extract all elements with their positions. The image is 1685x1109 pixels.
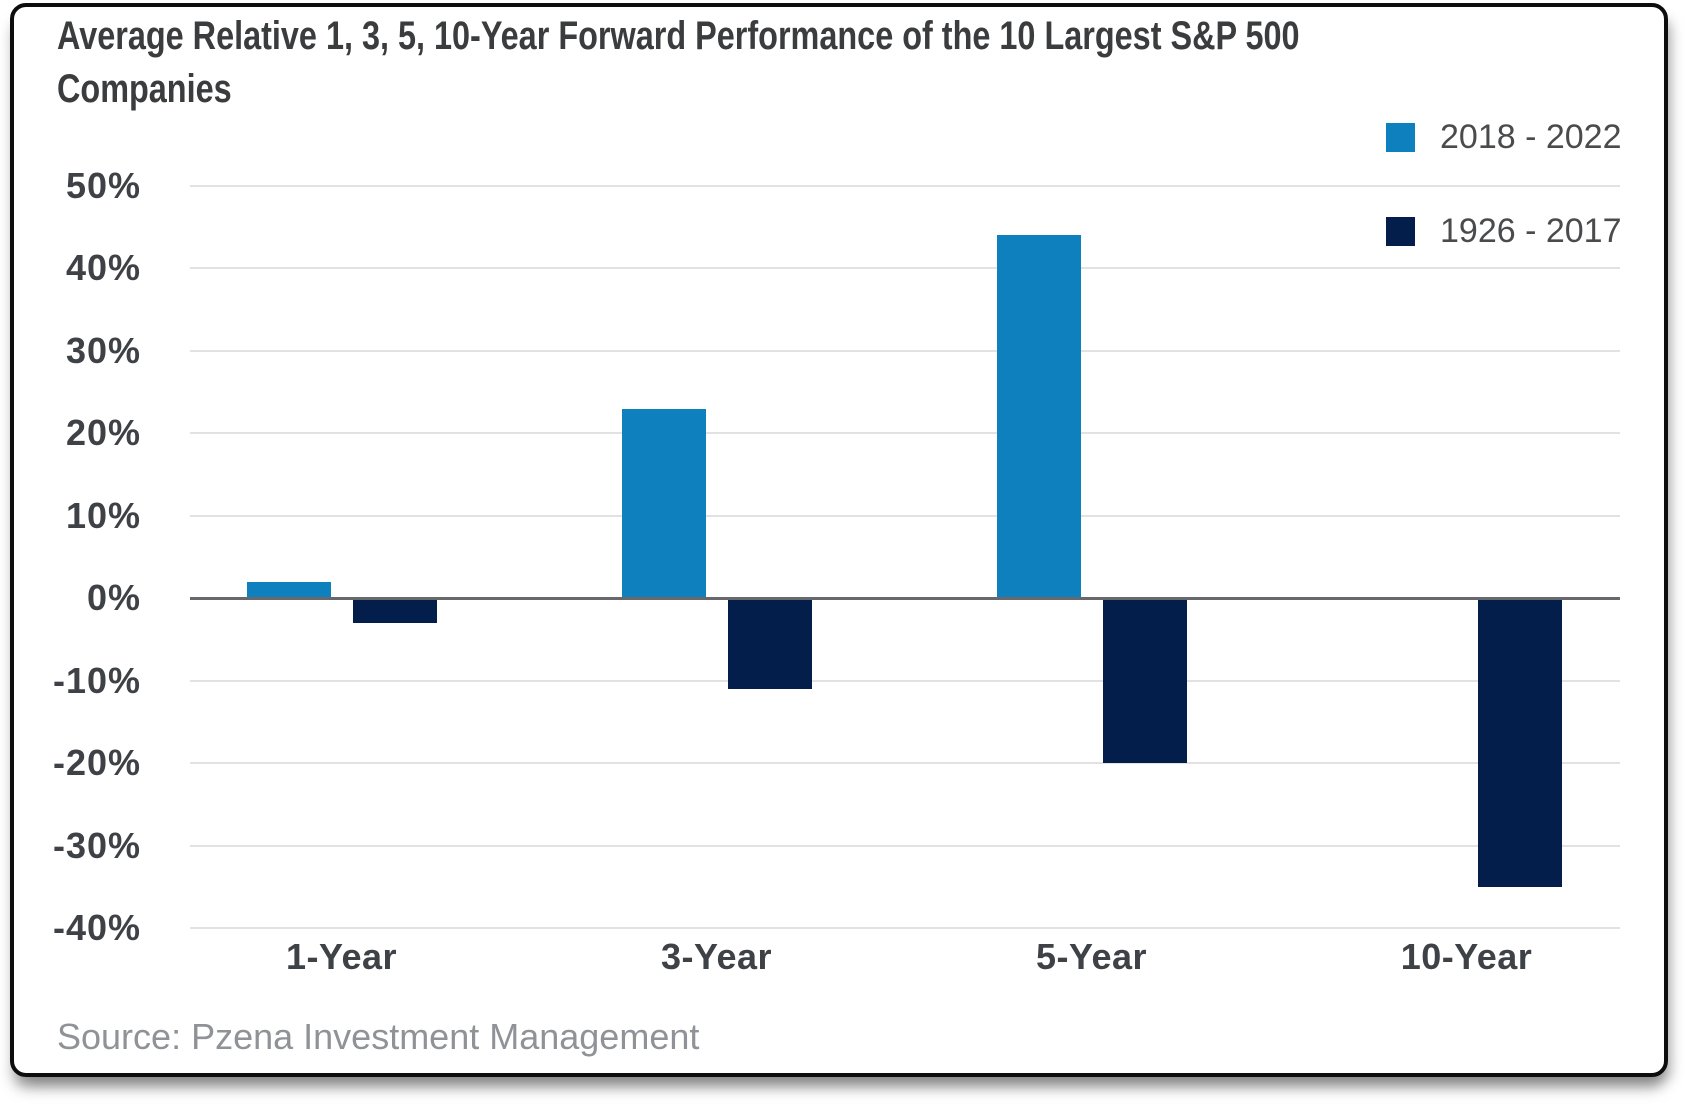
gridline-10 [190, 514, 1620, 517]
y-tick-label--30: -30% [52, 824, 141, 866]
y-tick-label--10: -10% [52, 659, 141, 701]
y-tick-label-0: 0% [86, 577, 141, 619]
bar-1926-2017-3-year [727, 598, 812, 689]
legend-item-2018-2022: 2018 - 2022 [1386, 118, 1622, 157]
legend-item-1926-2017: 1926 - 2017 [1386, 212, 1622, 251]
chart-title: Average Relative 1, 3, 5, 10-Year Forwar… [57, 10, 1300, 116]
gridline-40 [190, 267, 1620, 270]
legend-label-2018-2022: 2018 - 2022 [1440, 118, 1622, 156]
gridline--10 [190, 679, 1620, 682]
x-tick-label-3-year: 3-Year [660, 936, 773, 977]
bar-2018-2022-1-year [246, 581, 331, 599]
y-tick-label-10: 10% [65, 494, 141, 536]
chart-title-line-1: Average Relative 1, 3, 5, 10-Year Forwar… [57, 14, 1300, 58]
y-tick-label-30: 30% [65, 329, 141, 371]
plot-area [190, 185, 1620, 929]
y-tick-label--40: -40% [52, 907, 141, 948]
y-tick-label-20: 20% [65, 412, 141, 454]
gridline--40 [190, 927, 1620, 929]
gridline-50 [190, 185, 1620, 187]
bar-1926-2017-1-year [352, 598, 437, 623]
x-tick-label-1-year: 1-Year [285, 936, 398, 977]
bar-2018-2022-3-year [621, 408, 706, 599]
gridline--20 [190, 762, 1620, 765]
y-tick-label-50: 50% [65, 165, 141, 206]
gridline-30 [190, 349, 1620, 352]
zero-axis-line [190, 597, 1620, 601]
legend-swatch-2018-2022 [1386, 123, 1415, 152]
bar-1926-2017-5-year [1102, 598, 1187, 764]
x-tick-label-10-year: 10-Year [1400, 936, 1533, 977]
bar-2018-2022-5-year [996, 235, 1081, 599]
legend-label-1926-2017: 1926 - 2017 [1440, 212, 1622, 250]
gridline--30 [190, 844, 1620, 847]
chart-title-line-2: Companies [57, 67, 232, 111]
gridline-20 [190, 432, 1620, 435]
legend-swatch-1926-2017 [1386, 217, 1415, 246]
source-note: Source: Pzena Investment Management [57, 1016, 700, 1057]
y-tick-label-40: 40% [65, 247, 141, 289]
bar-1926-2017-10-year [1477, 598, 1562, 887]
y-tick-label--20: -20% [52, 742, 141, 784]
x-tick-label-5-year: 5-Year [1035, 936, 1148, 977]
